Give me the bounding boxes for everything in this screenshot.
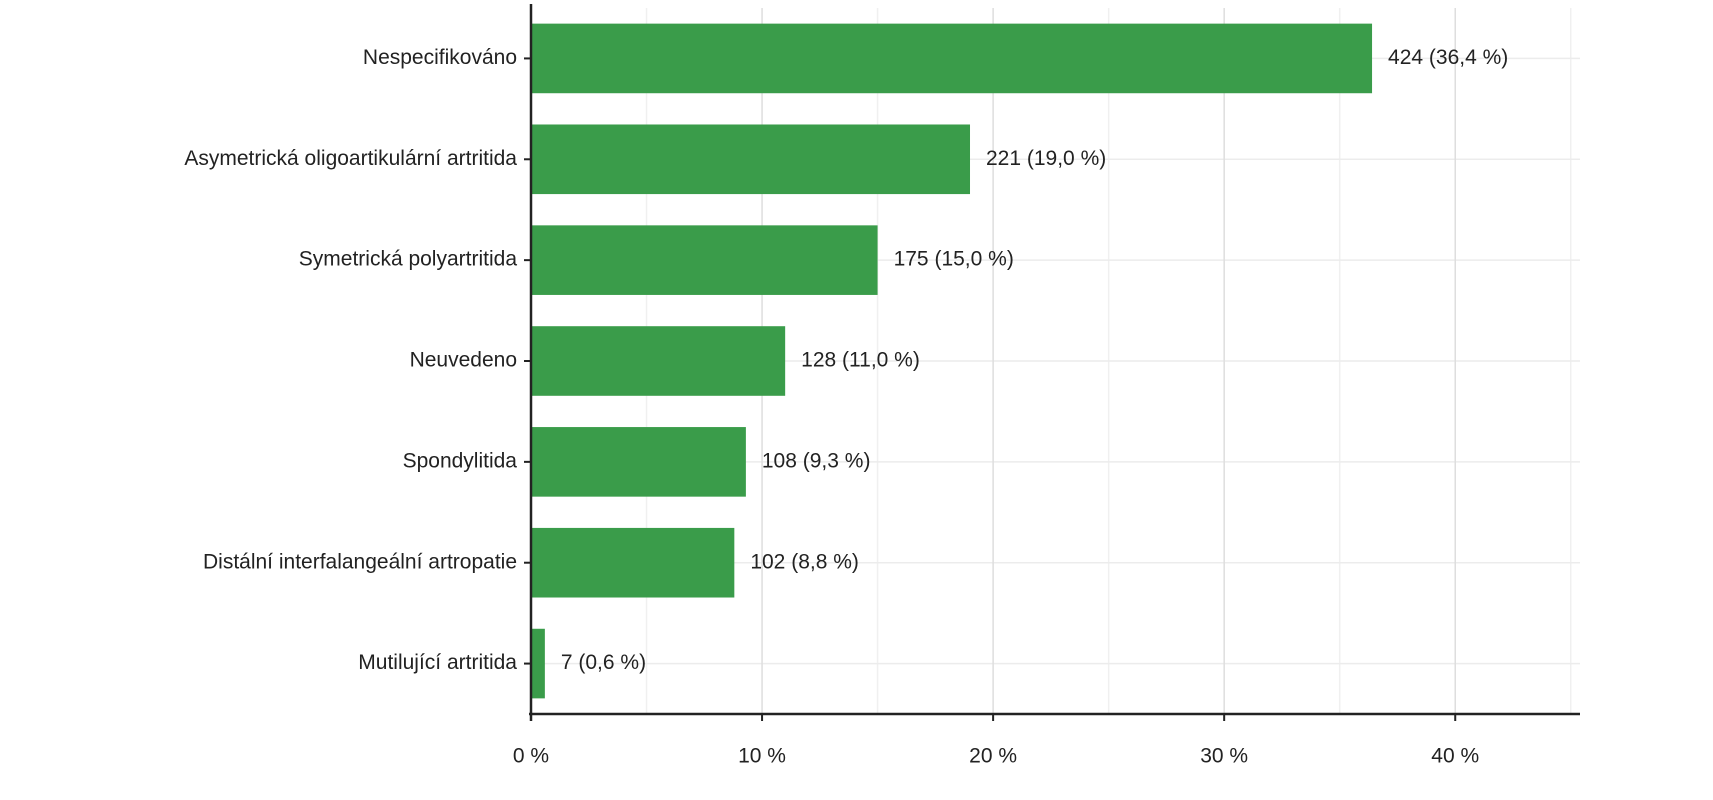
bar [531, 225, 878, 295]
x-tick-label: 20 % [969, 745, 1017, 768]
y-tick-label: Spondylitida [403, 449, 518, 472]
x-tick-label: 40 % [1431, 745, 1479, 768]
value-label: 102 (8,8 %) [750, 550, 859, 573]
y-tick-label: Neuvedeno [410, 349, 517, 372]
bar [531, 527, 735, 598]
value-label: 7 (0,6 %) [561, 651, 646, 674]
y-tick-label: Distální interfalangeální artropatie [203, 550, 517, 573]
y-tick-label: Nespecifikováno [363, 46, 517, 69]
x-tick-label: 30 % [1200, 745, 1248, 768]
bar [531, 628, 545, 699]
x-tick-label: 10 % [738, 745, 786, 768]
value-label: 221 (19,0 %) [986, 147, 1106, 170]
y-tick-label: Asymetrická oligoartikulární artritida [184, 147, 517, 170]
value-label: 424 (36,4 %) [1388, 46, 1508, 69]
y-tick-label: Symetrická polyartritida [299, 248, 518, 271]
bar [531, 427, 746, 497]
y-tick-label: Mutilující artritida [358, 651, 517, 674]
x-tick-label: 0 % [513, 745, 549, 768]
value-label: 175 (15,0 %) [894, 248, 1014, 271]
value-label: 108 (9,3 %) [762, 449, 871, 472]
bar [531, 23, 1373, 94]
bar [531, 326, 786, 396]
value-label: 128 (11,0 %) [801, 349, 920, 372]
bar [531, 124, 971, 195]
